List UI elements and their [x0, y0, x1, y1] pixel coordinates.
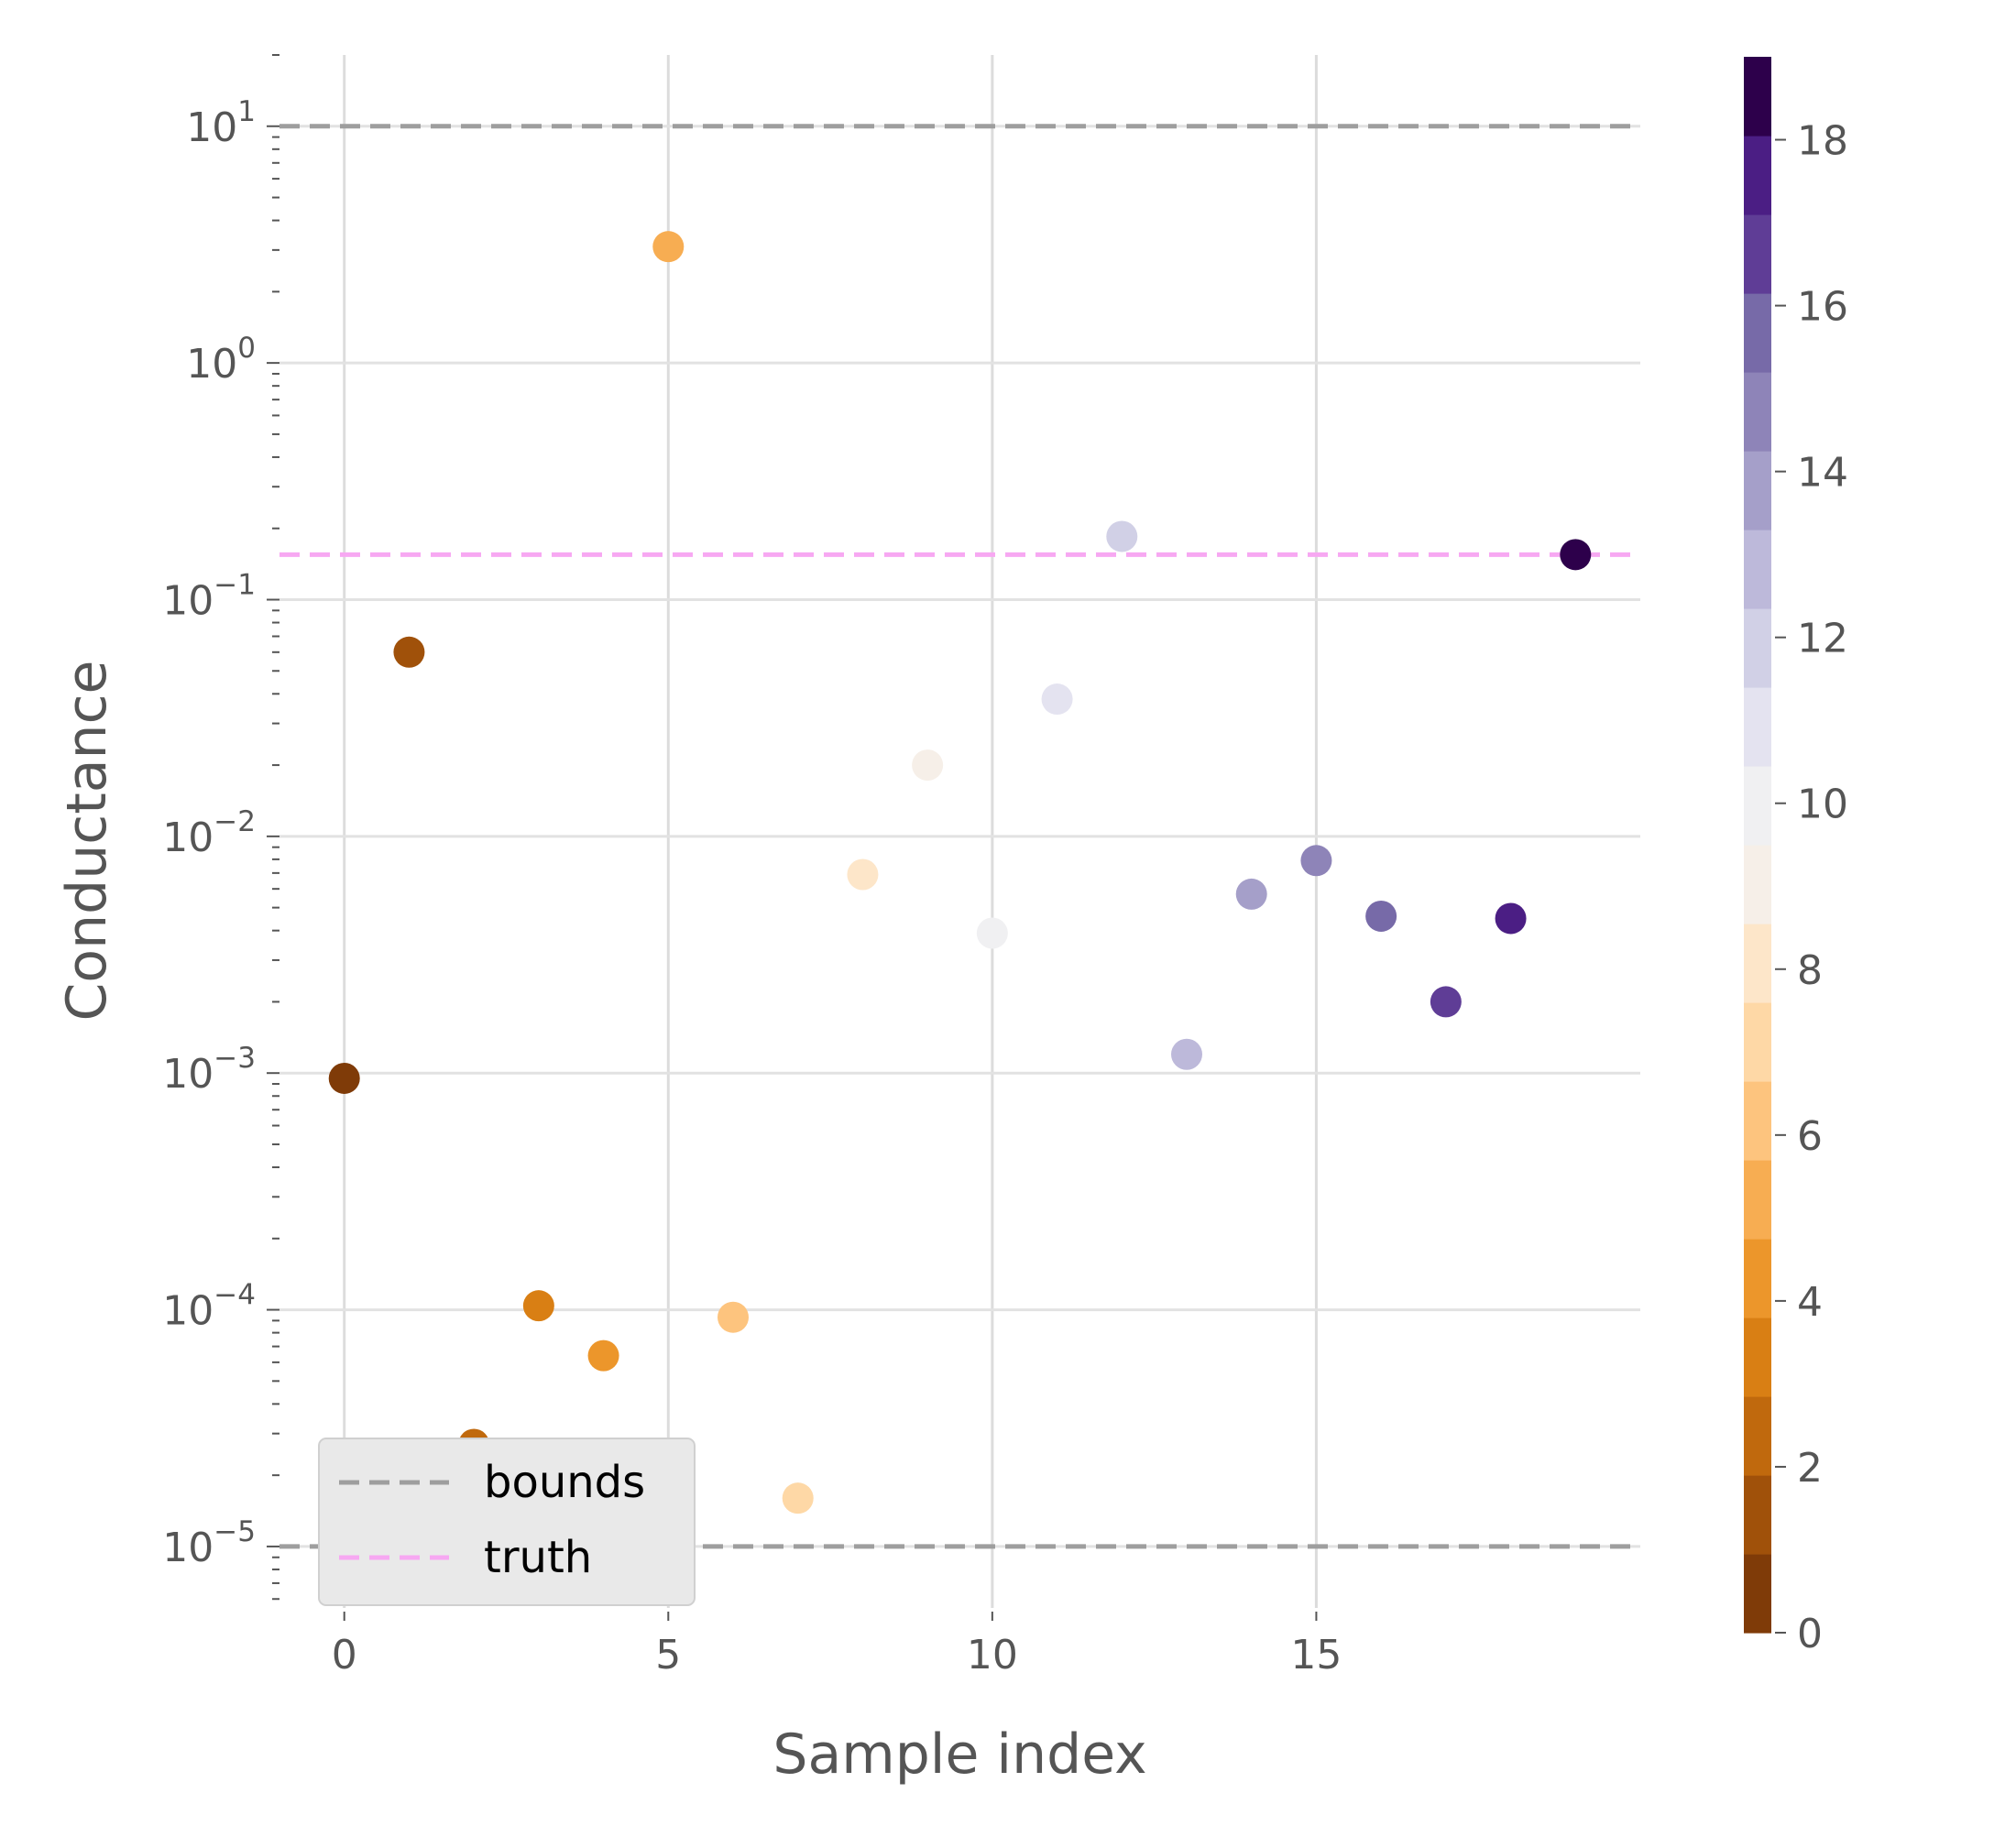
data-point [393, 636, 425, 668]
y-tick-label: 10−1 [162, 568, 256, 624]
data-point [1430, 986, 1462, 1018]
data-point [782, 1482, 814, 1514]
colorbar-segment [1744, 1239, 1771, 1318]
colorbar-tick-label: 4 [1797, 1279, 1823, 1326]
data-point [847, 858, 879, 891]
colorbar-segment [1744, 924, 1771, 1003]
data-point [587, 1339, 619, 1372]
legend-label-bounds: bounds [484, 1457, 645, 1508]
x-axis-label: Sample index [772, 1722, 1146, 1787]
y-tick-label: 101 [186, 95, 256, 151]
data-point [1106, 520, 1138, 552]
data-point [328, 1062, 360, 1094]
data-point [976, 917, 1008, 949]
data-point [1365, 900, 1397, 932]
x-tick-label: 5 [655, 1632, 681, 1678]
data-point [652, 231, 685, 263]
colorbar-tick-label: 2 [1797, 1445, 1823, 1492]
data-point [1171, 1038, 1202, 1070]
colorbar-segment [1744, 451, 1771, 530]
colorbar-tick-label: 6 [1797, 1113, 1823, 1160]
data-point [522, 1290, 554, 1322]
data-point [912, 749, 944, 782]
colorbar-segment [1744, 1160, 1771, 1240]
colorbar-segment [1744, 214, 1771, 294]
legend: bounds truth [318, 1438, 696, 1606]
colorbar-segment [1744, 1318, 1771, 1397]
colorbar-segment [1744, 530, 1771, 609]
x-tick-label: 15 [1290, 1632, 1342, 1678]
colorbar-segment [1744, 1554, 1771, 1634]
data-point [1235, 878, 1267, 910]
colorbar-tick-label: 8 [1797, 947, 1823, 994]
colorbar-tick-label: 16 [1797, 284, 1848, 331]
colorbar-tick-label: 14 [1797, 450, 1848, 497]
x-tick-label: 0 [332, 1632, 357, 1678]
y-tick-label: 10−2 [162, 805, 256, 861]
data-point [1560, 539, 1592, 571]
y-axis-label: Conductance [55, 661, 119, 1022]
colorbar-segment [1744, 57, 1771, 137]
colorbar-segment [1744, 372, 1771, 452]
colorbar-segment [1744, 1475, 1771, 1555]
data-point [1495, 902, 1527, 935]
colorbar-segment [1744, 766, 1771, 846]
colorbar-segment [1744, 845, 1771, 924]
colorbar-segment [1744, 608, 1771, 688]
colorbar-segment [1744, 293, 1771, 373]
colorbar-tick-label: 18 [1797, 118, 1848, 165]
y-tick-label: 100 [186, 332, 256, 388]
colorbar: 0 2 4 6 8 10 12 14 16 18 [1744, 57, 1848, 1657]
data-points [328, 231, 1592, 1514]
y-tick-label: 10−3 [162, 1042, 256, 1098]
legend-label-truth: truth [484, 1532, 592, 1583]
colorbar-segment [1744, 687, 1771, 767]
colorbar-segment [1744, 1002, 1771, 1082]
colorbar-tick-label: 12 [1797, 616, 1848, 662]
data-point [1300, 845, 1332, 877]
colorbar-segment [1744, 1396, 1771, 1476]
y-tick-label: 10−5 [162, 1515, 256, 1571]
colorbar-segment [1744, 1081, 1771, 1161]
y-tick-label: 10−4 [162, 1279, 256, 1335]
colorbar-tick-label: 10 [1797, 782, 1848, 828]
grid-layer [279, 55, 1640, 1608]
colorbar-tick-label: 0 [1797, 1611, 1823, 1657]
axis-ticks: 0 5 10 15 101 100 10−1 10−2 10−3 10−4 10−5 [162, 54, 1342, 1678]
x-tick-label: 10 [967, 1632, 1018, 1678]
data-point [1041, 683, 1073, 716]
colorbar-segment [1744, 136, 1771, 215]
data-point [718, 1301, 749, 1333]
